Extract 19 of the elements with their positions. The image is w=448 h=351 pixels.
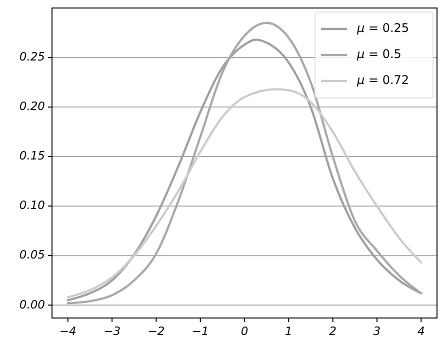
- x-tick-label: 4: [417, 324, 425, 338]
- y-tick-label: 0.25: [19, 50, 45, 64]
- x-tick-label: 2: [329, 324, 336, 338]
- x-tick-label: 1: [284, 324, 292, 338]
- x-tick-label: −2: [148, 324, 165, 338]
- x-tick-label: −1: [192, 324, 209, 338]
- y-tick-label: 0.05: [19, 248, 45, 262]
- legend-label: μ = 0.5: [356, 47, 402, 62]
- legend-label: μ = 0.72: [356, 73, 410, 88]
- y-tick-label: 0.20: [19, 99, 45, 114]
- legend-label: μ = 0.25: [356, 21, 410, 36]
- y-tick-label: 0.15: [19, 148, 45, 163]
- y-tick-label: 0.10: [19, 198, 45, 212]
- x-tick-label: −3: [104, 324, 121, 338]
- x-tick-label: −4: [59, 324, 76, 338]
- x-tick-label: 0: [240, 324, 248, 338]
- y-tick-label: 0.00: [19, 297, 45, 312]
- line-series: [66, 88, 422, 298]
- x-tick-label: 3: [373, 324, 381, 338]
